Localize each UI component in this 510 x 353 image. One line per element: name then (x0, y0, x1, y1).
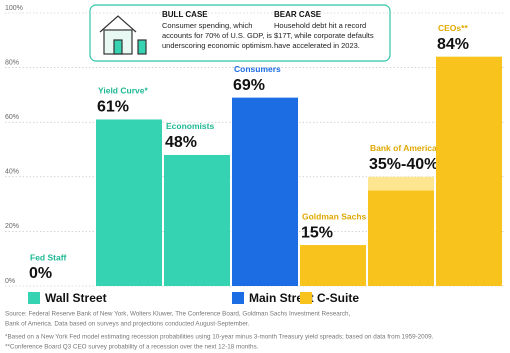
legend-swatch (300, 292, 312, 304)
bar (232, 97, 298, 286)
box-text: accounts for 70% of U.S. GDP, is (162, 31, 272, 40)
bar-category-label: Fed Staff (30, 252, 67, 262)
bar-value-label: 69% (233, 77, 265, 94)
bar-value-label: 15% (301, 224, 333, 241)
range-bar (368, 176, 434, 191)
legend-label: C-Suite (317, 291, 359, 305)
box-heading: BULL CASE (162, 10, 208, 19)
house-icon (99, 15, 147, 55)
legend-label: Main Street (249, 291, 314, 305)
y-tick-label: 60% (5, 114, 19, 121)
box-text: underscoring economic optimism. (162, 41, 274, 50)
bar (96, 119, 162, 286)
bar-category-label: Economists (166, 121, 214, 131)
y-tick-label: 20% (5, 223, 19, 230)
bar (368, 190, 434, 286)
bar-value-label: 61% (97, 99, 129, 116)
bar-category-label: Yield Curve* (98, 86, 148, 96)
footnote: Source: Federal Reserve Bank of New York… (5, 311, 350, 318)
legend-label: Wall Street (45, 291, 107, 305)
box-text: Consumer spending, which (162, 21, 252, 30)
footnote: Bank of America. Data based on surveys a… (5, 321, 250, 328)
bar-category-label: Consumers (234, 64, 281, 74)
bar-value-label: 35%-40% (369, 156, 438, 173)
bar-category-label: Goldman Sachs (302, 211, 367, 221)
bar (164, 154, 230, 286)
footnote: **Conference Board Q3 CEO survey probabi… (5, 344, 259, 351)
y-tick-label: 0% (5, 278, 15, 285)
box-text: have accelerated in 2023. (274, 41, 360, 50)
footnote: *Based on a New York Fed model estimatin… (5, 334, 434, 341)
y-tick-label: 100% (5, 5, 23, 12)
y-tick-label: 80% (5, 59, 19, 66)
legend-swatch (232, 292, 244, 304)
bar-value-label: 48% (165, 134, 197, 151)
legend-swatch (28, 292, 40, 304)
bar (300, 245, 366, 286)
bar-value-label: 84% (437, 36, 469, 53)
bar (436, 56, 502, 287)
bar-value-label: 0% (29, 265, 52, 282)
info-box (89, 4, 391, 62)
y-tick-label: 40% (5, 169, 19, 176)
box-heading: BEAR CASE (274, 10, 322, 19)
box-text: $17T, while corporate defaults (274, 31, 374, 40)
box-text: Household debt hit a record (274, 21, 366, 30)
bar-category-label: Bank of America (370, 143, 437, 153)
bar-category-label: CEOs** (438, 23, 468, 33)
